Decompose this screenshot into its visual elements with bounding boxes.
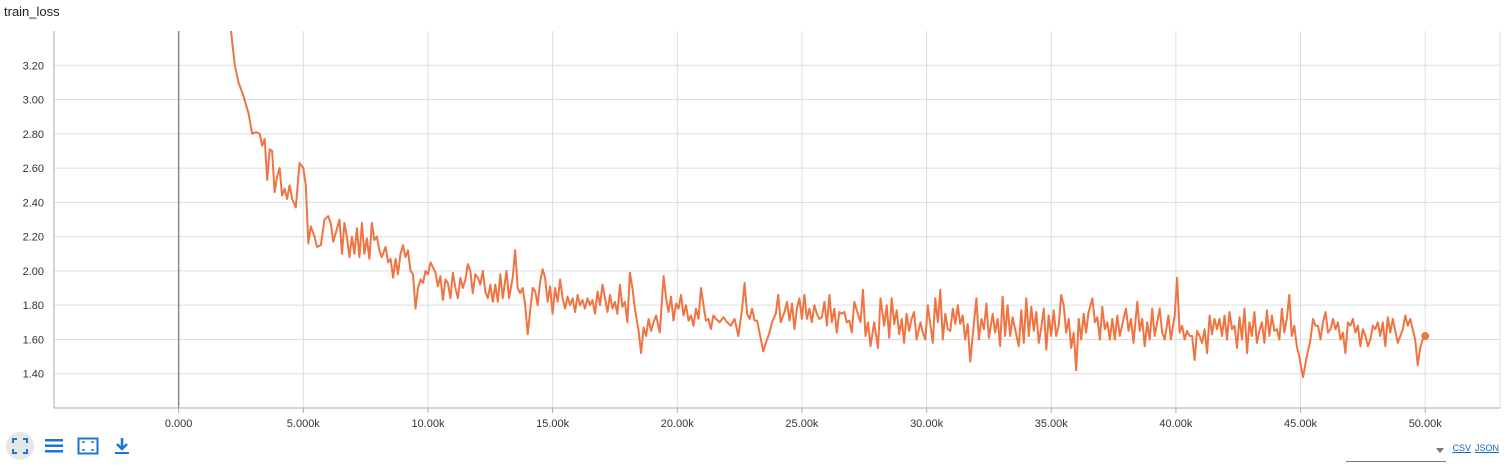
json-link[interactable]: JSON (1474, 443, 1499, 453)
x-tick-label: 30.00k (910, 418, 944, 430)
x-tick-label: 10.00k (411, 418, 445, 430)
series-layer (230, 31, 1430, 379)
dropdown-underline (1346, 461, 1446, 462)
series-last-point (1421, 332, 1430, 341)
x-tick-label: 35.00k (1035, 418, 1069, 430)
y-tick-label: 1.40 (23, 369, 44, 381)
y-tick-label: 2.40 (23, 197, 44, 209)
y-tick-label: 1.80 (23, 300, 44, 312)
chart-title: train_loss (4, 4, 60, 19)
y-tick-label: 1.60 (23, 334, 44, 346)
y-tick-label: 2.20 (23, 232, 44, 244)
fullscreen-icon (12, 438, 28, 454)
chart-toolbar (6, 432, 136, 460)
axes (53, 31, 1500, 413)
csv-link[interactable]: CSV (1452, 443, 1471, 453)
fit-domain-button[interactable] (74, 432, 102, 460)
y-tick-label: 3.20 (23, 60, 44, 72)
chevron-down-icon (1436, 448, 1444, 453)
run-select-dropdown[interactable] (1346, 440, 1446, 462)
toggle-log-scale-button[interactable] (40, 432, 68, 460)
fullscreen-button[interactable] (6, 432, 34, 460)
grid-lines (53, 31, 1501, 408)
x-tick-label: 25.00k (785, 418, 819, 430)
y-tick-label: 3.00 (23, 95, 44, 107)
x-tick-label: 5.000k (287, 418, 321, 430)
download-icon (115, 438, 129, 454)
y-tick-label: 2.60 (23, 163, 44, 175)
tick-labels: 1.40 1.60 1.80 2.00 2.20 2.40 2.60 2.80 3.00 3.20… (23, 60, 1443, 430)
list-icon (45, 439, 63, 453)
series-line (230, 31, 1427, 379)
y-tick-label: 2.00 (23, 266, 44, 278)
download-links: CSV JSON (1452, 443, 1499, 453)
x-tick-label: 20.00k (661, 418, 695, 430)
x-tick-label: 15.00k (536, 418, 570, 430)
download-button[interactable] (108, 432, 136, 460)
x-tick-label: 45.00k (1284, 418, 1318, 430)
chart-plot: 1.40 1.60 1.80 2.00 2.20 2.40 2.60 2.80 3.00 3.20… (23, 31, 1501, 430)
x-tick-label: 50.00k (1409, 418, 1443, 430)
x-tick-label: 40.00k (1159, 418, 1193, 430)
x-tick-label: 0.000 (165, 418, 193, 430)
fit-domain-icon (77, 437, 99, 455)
y-tick-label: 2.80 (23, 129, 44, 141)
